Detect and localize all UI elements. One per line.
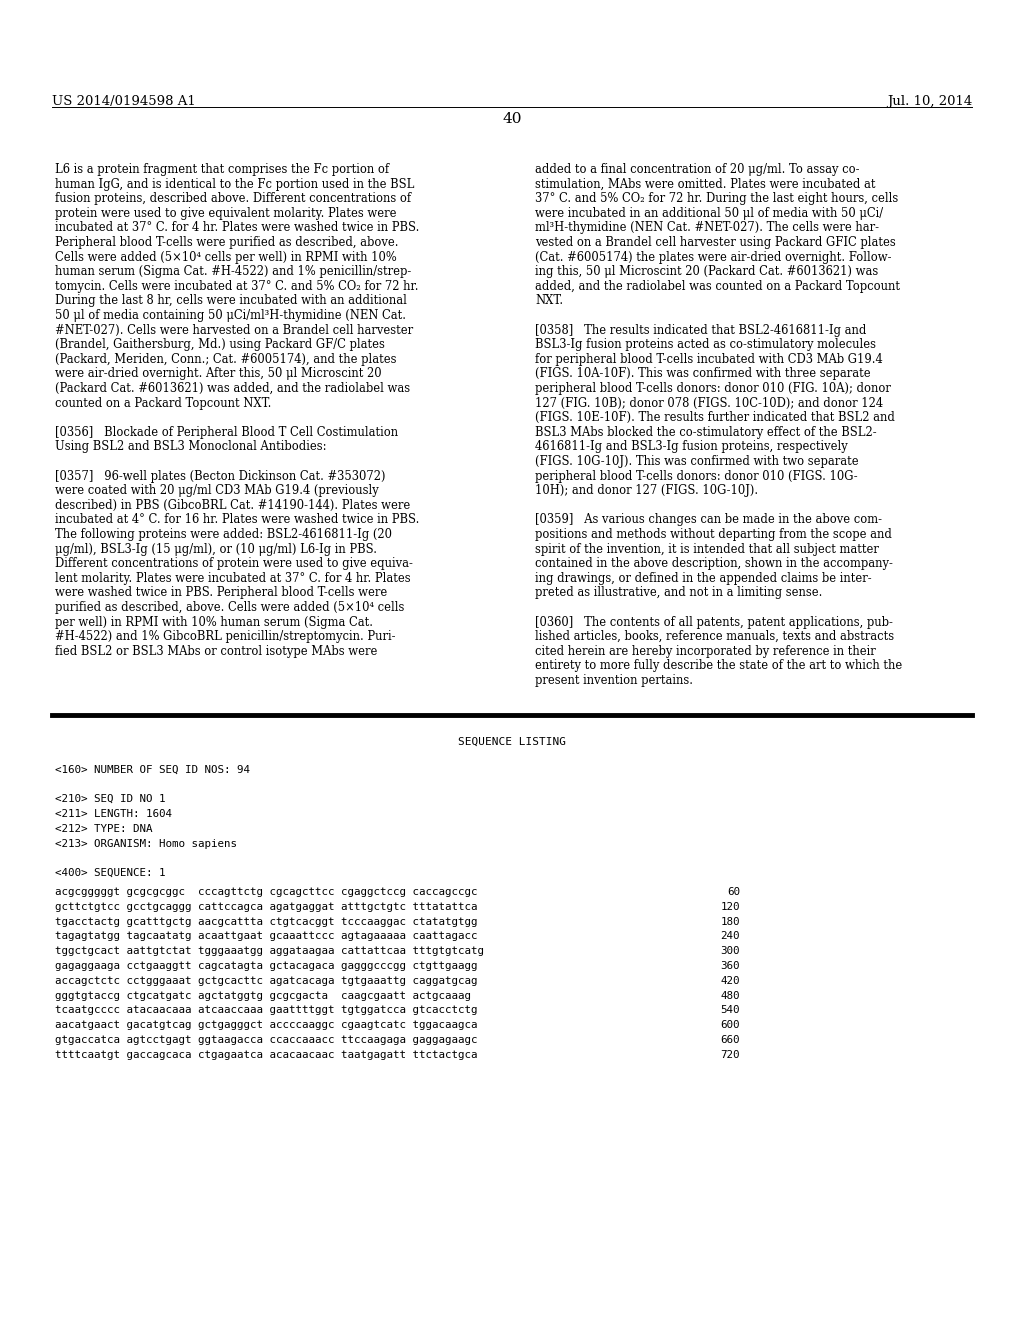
Text: tagagtatgg tagcaatatg acaattgaat gcaaattccc agtagaaaaa caattagacc: tagagtatgg tagcaatatg acaattgaat gcaaatt… <box>55 932 477 941</box>
Text: 540: 540 <box>721 1006 740 1015</box>
Text: were coated with 20 μg/ml CD3 MAb G19.4 (previously: were coated with 20 μg/ml CD3 MAb G19.4 … <box>55 484 379 498</box>
Text: (Brandel, Gaithersburg, Md.) using Packard GF/C plates: (Brandel, Gaithersburg, Md.) using Packa… <box>55 338 385 351</box>
Text: stimulation, MAbs were omitted. Plates were incubated at: stimulation, MAbs were omitted. Plates w… <box>535 178 876 190</box>
Text: positions and methods without departing from the scope and: positions and methods without departing … <box>535 528 892 541</box>
Text: [0356]   Blockade of Peripheral Blood T Cell Costimulation: [0356] Blockade of Peripheral Blood T Ce… <box>55 426 398 438</box>
Text: added, and the radiolabel was counted on a Packard Topcount: added, and the radiolabel was counted on… <box>535 280 900 293</box>
Text: gtgaccatca agtcctgagt ggtaagacca ccaccaaacc ttccaagaga gaggagaagc: gtgaccatca agtcctgagt ggtaagacca ccaccaa… <box>55 1035 477 1045</box>
Text: ttttcaatgt gaccagcaca ctgagaatca acacaacaac taatgagatt ttctactgca: ttttcaatgt gaccagcaca ctgagaatca acacaac… <box>55 1049 477 1060</box>
Text: Different concentrations of protein were used to give equiva-: Different concentrations of protein were… <box>55 557 413 570</box>
Text: gagaggaaga cctgaaggtt cagcatagta gctacagaca gagggcccgg ctgttgaagg: gagaggaaga cctgaaggtt cagcatagta gctacag… <box>55 961 477 972</box>
Text: <160> NUMBER OF SEQ ID NOS: 94: <160> NUMBER OF SEQ ID NOS: 94 <box>55 764 250 775</box>
Text: incubated at 37° C. for 4 hr. Plates were washed twice in PBS.: incubated at 37° C. for 4 hr. Plates wer… <box>55 222 420 235</box>
Text: ing this, 50 μl Microscint 20 (Packard Cat. #6013621) was: ing this, 50 μl Microscint 20 (Packard C… <box>535 265 879 279</box>
Text: 10H); and donor 127 (FIGS. 10G-10J).: 10H); and donor 127 (FIGS. 10G-10J). <box>535 484 758 498</box>
Text: (Cat. #6005174) the plates were air-dried overnight. Follow-: (Cat. #6005174) the plates were air-drie… <box>535 251 892 264</box>
Text: Jul. 10, 2014: Jul. 10, 2014 <box>887 95 972 108</box>
Text: spirit of the invention, it is intended that all subject matter: spirit of the invention, it is intended … <box>535 543 879 556</box>
Text: 720: 720 <box>721 1049 740 1060</box>
Text: lent molarity. Plates were incubated at 37° C. for 4 hr. Plates: lent molarity. Plates were incubated at … <box>55 572 411 585</box>
Text: BSL3 MAbs blocked the co-stimulatory effect of the BSL2-: BSL3 MAbs blocked the co-stimulatory eff… <box>535 426 877 438</box>
Text: described) in PBS (GibcoBRL Cat. #14190-144). Plates were: described) in PBS (GibcoBRL Cat. #14190-… <box>55 499 411 512</box>
Text: #H-4522) and 1% GibcoBRL penicillin/streptomycin. Puri-: #H-4522) and 1% GibcoBRL penicillin/stre… <box>55 630 395 643</box>
Text: 4616811-Ig and BSL3-Ig fusion proteins, respectively: 4616811-Ig and BSL3-Ig fusion proteins, … <box>535 441 848 453</box>
Text: 600: 600 <box>721 1020 740 1030</box>
Text: <212> TYPE: DNA: <212> TYPE: DNA <box>55 824 153 834</box>
Text: 360: 360 <box>721 961 740 972</box>
Text: <210> SEQ ID NO 1: <210> SEQ ID NO 1 <box>55 795 166 804</box>
Text: acgcgggggt gcgcgcggc  cccagttctg cgcagcttcc cgaggctccg caccagccgc: acgcgggggt gcgcgcggc cccagttctg cgcagctt… <box>55 887 477 898</box>
Text: Peripheral blood T-cells were purified as described, above.: Peripheral blood T-cells were purified a… <box>55 236 398 249</box>
Text: were incubated in an additional 50 μl of media with 50 μCi/: were incubated in an additional 50 μl of… <box>535 207 883 220</box>
Text: for peripheral blood T-cells incubated with CD3 MAb G19.4: for peripheral blood T-cells incubated w… <box>535 352 883 366</box>
Text: human IgG, and is identical to the Fc portion used in the BSL: human IgG, and is identical to the Fc po… <box>55 178 415 190</box>
Text: fied BSL2 or BSL3 MAbs or control isotype MAbs were: fied BSL2 or BSL3 MAbs or control isotyp… <box>55 644 378 657</box>
Text: <213> ORGANISM: Homo sapiens: <213> ORGANISM: Homo sapiens <box>55 838 237 849</box>
Text: 420: 420 <box>721 975 740 986</box>
Text: The following proteins were added: BSL2-4616811-Ig (20: The following proteins were added: BSL2-… <box>55 528 392 541</box>
Text: (Packard, Meriden, Conn.; Cat. #6005174), and the plates: (Packard, Meriden, Conn.; Cat. #6005174)… <box>55 352 396 366</box>
Text: US 2014/0194598 A1: US 2014/0194598 A1 <box>52 95 196 108</box>
Text: (FIGS. 10A-10F). This was confirmed with three separate: (FIGS. 10A-10F). This was confirmed with… <box>535 367 870 380</box>
Text: peripheral blood T-cells donors: donor 010 (FIGS. 10G-: peripheral blood T-cells donors: donor 0… <box>535 470 858 483</box>
Text: 50 μl of media containing 50 μCi/ml³H-thymidine (NEN Cat.: 50 μl of media containing 50 μCi/ml³H-th… <box>55 309 406 322</box>
Text: ing drawings, or defined in the appended claims be inter-: ing drawings, or defined in the appended… <box>535 572 871 585</box>
Text: During the last 8 hr, cells were incubated with an additional: During the last 8 hr, cells were incubat… <box>55 294 407 308</box>
Text: were washed twice in PBS. Peripheral blood T-cells were: were washed twice in PBS. Peripheral blo… <box>55 586 387 599</box>
Text: 300: 300 <box>721 946 740 956</box>
Text: 180: 180 <box>721 916 740 927</box>
Text: 240: 240 <box>721 932 740 941</box>
Text: BSL3-Ig fusion proteins acted as co-stimulatory molecules: BSL3-Ig fusion proteins acted as co-stim… <box>535 338 876 351</box>
Text: were air-dried overnight. After this, 50 μl Microscint 20: were air-dried overnight. After this, 50… <box>55 367 382 380</box>
Text: peripheral blood T-cells donors: donor 010 (FIG. 10A); donor: peripheral blood T-cells donors: donor 0… <box>535 381 891 395</box>
Text: NXT.: NXT. <box>535 294 563 308</box>
Text: purified as described, above. Cells were added (5×10⁴ cells: purified as described, above. Cells were… <box>55 601 404 614</box>
Text: tggctgcact aattgtctat tgggaaatgg aggataagaa cattattcaa tttgtgtcatg: tggctgcact aattgtctat tgggaaatgg aggataa… <box>55 946 484 956</box>
Text: tcaatgcccc atacaacaaa atcaaccaaa gaattttggt tgtggatcca gtcacctctg: tcaatgcccc atacaacaaa atcaaccaaa gaatttt… <box>55 1006 477 1015</box>
Text: [0359]   As various changes can be made in the above com-: [0359] As various changes can be made in… <box>535 513 882 527</box>
Text: tomycin. Cells were incubated at 37° C. and 5% CO₂ for 72 hr.: tomycin. Cells were incubated at 37° C. … <box>55 280 419 293</box>
Text: [0358]   The results indicated that BSL2-4616811-Ig and: [0358] The results indicated that BSL2-4… <box>535 323 866 337</box>
Text: 127 (FIG. 10B); donor 078 (FIGS. 10C-10D); and donor 124: 127 (FIG. 10B); donor 078 (FIGS. 10C-10D… <box>535 396 883 409</box>
Text: [0357]   96-well plates (Becton Dickinson Cat. #353072): [0357] 96-well plates (Becton Dickinson … <box>55 470 385 483</box>
Text: (FIGS. 10G-10J). This was confirmed with two separate: (FIGS. 10G-10J). This was confirmed with… <box>535 455 859 469</box>
Text: aacatgaact gacatgtcag gctgagggct accccaaggc cgaagtcatc tggacaagca: aacatgaact gacatgtcag gctgagggct accccaa… <box>55 1020 477 1030</box>
Text: tgacctactg gcatttgctg aacgcattta ctgtcacggt tcccaaggac ctatatgtgg: tgacctactg gcatttgctg aacgcattta ctgtcac… <box>55 916 477 927</box>
Text: 37° C. and 5% CO₂ for 72 hr. During the last eight hours, cells: 37° C. and 5% CO₂ for 72 hr. During the … <box>535 193 898 205</box>
Text: L6 is a protein fragment that comprises the Fc portion of: L6 is a protein fragment that comprises … <box>55 162 389 176</box>
Text: cited herein are hereby incorporated by reference in their: cited herein are hereby incorporated by … <box>535 644 876 657</box>
Text: incubated at 4° C. for 16 hr. Plates were washed twice in PBS.: incubated at 4° C. for 16 hr. Plates wer… <box>55 513 420 527</box>
Text: (FIGS. 10E-10F). The results further indicated that BSL2 and: (FIGS. 10E-10F). The results further ind… <box>535 412 895 424</box>
Text: protein were used to give equivalent molarity. Plates were: protein were used to give equivalent mol… <box>55 207 396 220</box>
Text: <400> SEQUENCE: 1: <400> SEQUENCE: 1 <box>55 869 166 878</box>
Text: counted on a Packard Topcount NXT.: counted on a Packard Topcount NXT. <box>55 396 271 409</box>
Text: Cells were added (5×10⁴ cells per well) in RPMI with 10%: Cells were added (5×10⁴ cells per well) … <box>55 251 396 264</box>
Text: <211> LENGTH: 1604: <211> LENGTH: 1604 <box>55 809 172 818</box>
Text: preted as illustrative, and not in a limiting sense.: preted as illustrative, and not in a lim… <box>535 586 822 599</box>
Text: gcttctgtcc gcctgcaggg cattccagca agatgaggat atttgctgtc tttatattca: gcttctgtcc gcctgcaggg cattccagca agatgag… <box>55 902 477 912</box>
Text: per well) in RPMI with 10% human serum (Sigma Cat.: per well) in RPMI with 10% human serum (… <box>55 615 373 628</box>
Text: contained in the above description, shown in the accompany-: contained in the above description, show… <box>535 557 893 570</box>
Text: 40: 40 <box>502 112 522 125</box>
Text: 60: 60 <box>727 887 740 898</box>
Text: lished articles, books, reference manuals, texts and abstracts: lished articles, books, reference manual… <box>535 630 894 643</box>
Text: Using BSL2 and BSL3 Monoclonal Antibodies:: Using BSL2 and BSL3 Monoclonal Antibodie… <box>55 441 327 453</box>
Text: 480: 480 <box>721 990 740 1001</box>
Text: ml³H-thymidine (NEN Cat. #NET-027). The cells were har-: ml³H-thymidine (NEN Cat. #NET-027). The … <box>535 222 879 235</box>
Text: accagctctc cctgggaaat gctgcacttc agatcacaga tgtgaaattg caggatgcag: accagctctc cctgggaaat gctgcacttc agatcac… <box>55 975 477 986</box>
Text: SEQUENCE LISTING: SEQUENCE LISTING <box>458 737 566 747</box>
Text: gggtgtaccg ctgcatgatc agctatggtg gcgcgacta  caagcgaatt actgcaaag: gggtgtaccg ctgcatgatc agctatggtg gcgcgac… <box>55 990 471 1001</box>
Text: μg/ml), BSL3-Ig (15 μg/ml), or (10 μg/ml) L6-Ig in PBS.: μg/ml), BSL3-Ig (15 μg/ml), or (10 μg/ml… <box>55 543 377 556</box>
Text: added to a final concentration of 20 μg/ml. To assay co-: added to a final concentration of 20 μg/… <box>535 162 859 176</box>
Text: fusion proteins, described above. Different concentrations of: fusion proteins, described above. Differ… <box>55 193 411 205</box>
Text: [0360]   The contents of all patents, patent applications, pub-: [0360] The contents of all patents, pate… <box>535 615 893 628</box>
Text: human serum (Sigma Cat. #H-4522) and 1% penicillin/strep-: human serum (Sigma Cat. #H-4522) and 1% … <box>55 265 412 279</box>
Text: (Packard Cat. #6013621) was added, and the radiolabel was: (Packard Cat. #6013621) was added, and t… <box>55 381 411 395</box>
Text: present invention pertains.: present invention pertains. <box>535 675 693 686</box>
Text: 660: 660 <box>721 1035 740 1045</box>
Text: 120: 120 <box>721 902 740 912</box>
Text: entirety to more fully describe the state of the art to which the: entirety to more fully describe the stat… <box>535 660 902 672</box>
Text: vested on a Brandel cell harvester using Packard GFIC plates: vested on a Brandel cell harvester using… <box>535 236 896 249</box>
Text: #NET-027). Cells were harvested on a Brandel cell harvester: #NET-027). Cells were harvested on a Bra… <box>55 323 413 337</box>
